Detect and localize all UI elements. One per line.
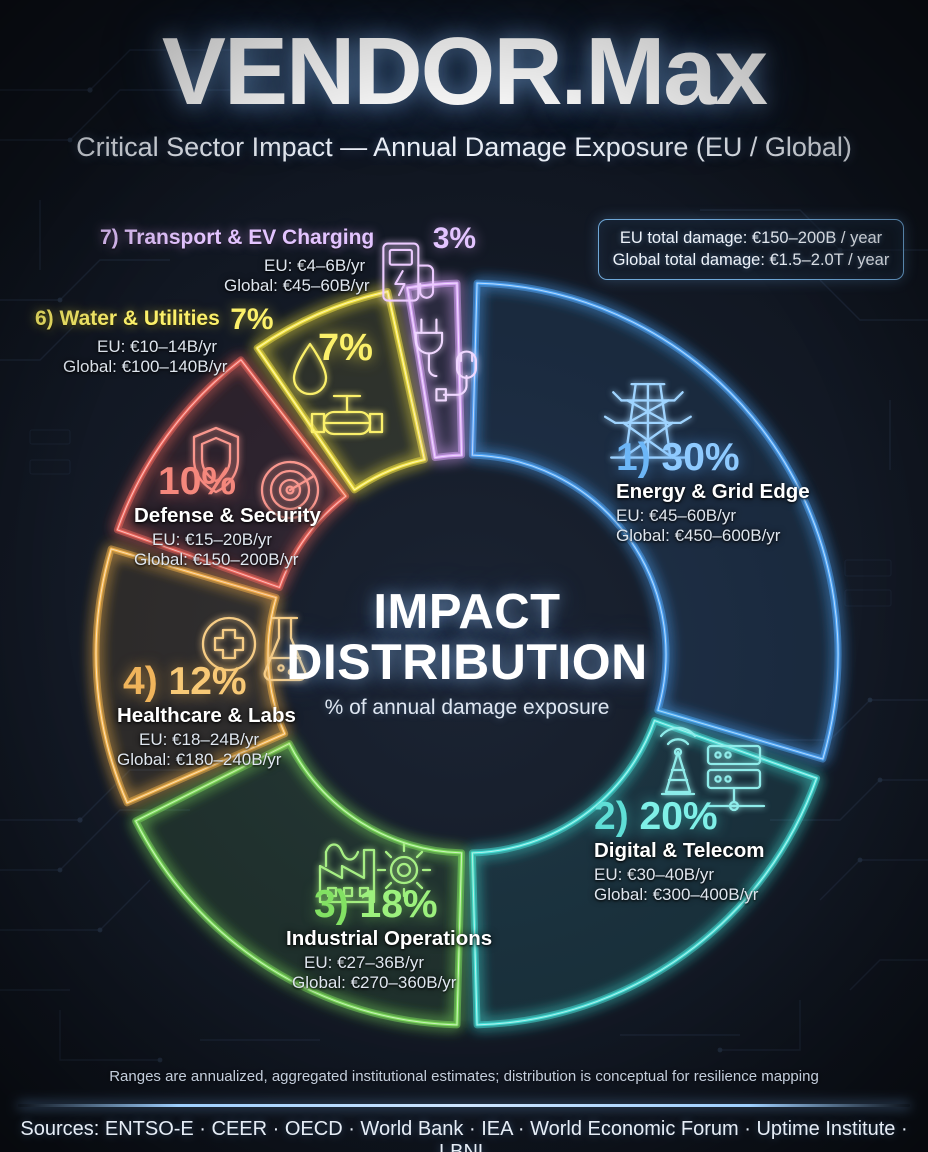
footer-divider xyxy=(18,1104,910,1107)
disclaimer-text: Ranges are annualized, aggregated instit… xyxy=(109,1068,819,1085)
sources-text: Sources: ENTSO-E · CEER · OECD · World B… xyxy=(20,1118,908,1152)
